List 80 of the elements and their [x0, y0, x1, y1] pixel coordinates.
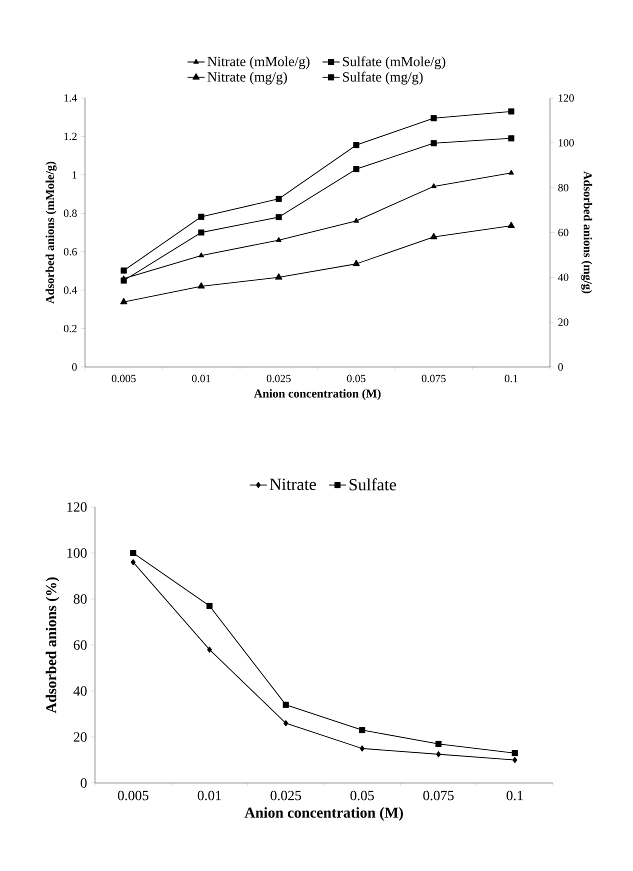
point — [512, 756, 518, 764]
x-tick-label: 0.01 — [192, 374, 210, 382]
point — [198, 252, 204, 258]
x-tick-label: 0.025 — [270, 790, 302, 800]
y-tick-label: 1.2 — [64, 132, 77, 140]
point — [276, 214, 282, 220]
legend-label: Nitrate (mg/g) — [207, 72, 287, 84]
y-tick-label: 0.8 — [64, 210, 77, 218]
x-tick-label: 0.05 — [350, 790, 374, 800]
y-tick-label: 80 — [74, 594, 87, 604]
y2-axis-title: Adsorbed anions (mg/g) — [581, 171, 592, 294]
legend-label: Nitrate — [270, 478, 316, 490]
y-tick-label: 0.2 — [64, 324, 77, 332]
y-tick-label: 0.6 — [64, 248, 77, 256]
y2-tick-label: 20 — [558, 318, 568, 326]
point — [207, 646, 212, 653]
point — [198, 282, 205, 289]
point — [352, 260, 360, 266]
point — [430, 140, 437, 146]
point — [508, 135, 514, 142]
y-tick-label: 40 — [73, 686, 87, 696]
point — [430, 232, 438, 240]
point — [130, 550, 136, 556]
y-tick-label: 120 — [67, 502, 87, 512]
point — [282, 702, 289, 708]
point — [508, 108, 514, 114]
point — [276, 196, 282, 202]
point — [354, 218, 359, 223]
x-tick-label: 0.1 — [506, 790, 523, 800]
y-tick-label: 20 — [74, 732, 87, 742]
x-tick-label: 0.1 — [504, 374, 518, 382]
x-tick-label: 0.075 — [422, 374, 446, 382]
point — [359, 727, 366, 734]
point — [283, 720, 288, 726]
x-axis-title: Anion concentration (M) — [254, 389, 381, 400]
point — [120, 298, 128, 304]
y2-tick-label: 120 — [558, 94, 574, 102]
point — [276, 237, 282, 242]
y-tick-label: 100 — [67, 548, 87, 558]
point — [275, 273, 282, 280]
legend-label: Sulfate (mMole/g) — [343, 56, 446, 70]
point — [508, 170, 514, 175]
x-tick-label: 0.075 — [423, 790, 454, 800]
x-tick-label: 0.01 — [198, 790, 221, 800]
y-tick-label: 1.4 — [64, 94, 78, 102]
y-tick-label: 0 — [80, 778, 87, 788]
y2-tick-label: 40 — [558, 274, 568, 282]
legend-label: Nitrate (mMole/g) — [207, 56, 310, 70]
point — [353, 142, 360, 148]
y2-tick-label: 0 — [558, 363, 563, 371]
point — [120, 277, 127, 284]
point — [353, 166, 360, 172]
y2-tick-label: 60 — [558, 228, 568, 236]
point — [360, 745, 365, 752]
legend-label: Sulfate — [350, 478, 396, 490]
y-tick-label: 60 — [74, 640, 87, 650]
y-axis-title: Adsorbed anions (mMole/g) — [46, 162, 57, 304]
y2-tick-label: 80 — [558, 184, 568, 192]
point — [435, 740, 442, 747]
point — [120, 268, 127, 274]
y-axis-title: Adsorbed anions (%) — [46, 577, 60, 714]
y-tick-label: 0 — [72, 363, 77, 371]
x-tick-label: 0.005 — [118, 790, 148, 800]
point — [430, 115, 437, 122]
x-tick-label: 0.005 — [112, 374, 136, 382]
point — [198, 214, 204, 220]
point — [206, 602, 213, 609]
point — [431, 183, 436, 188]
y-tick-label: 1 — [72, 171, 77, 178]
legend-label: Sulfate (mg/g) — [343, 72, 423, 85]
x-tick-label: 0.025 — [266, 374, 291, 382]
point — [130, 559, 136, 566]
point — [508, 222, 515, 228]
x-axis-title: Anion concentration (M) — [244, 807, 403, 821]
y2-tick-label: 100 — [558, 139, 574, 147]
x-tick-label: 0.05 — [347, 374, 366, 382]
point — [198, 229, 204, 236]
point — [436, 751, 441, 758]
point — [512, 750, 518, 756]
y-tick-label: 0.4 — [64, 286, 78, 294]
